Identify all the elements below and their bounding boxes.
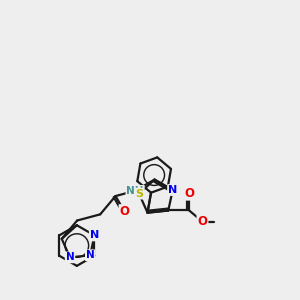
Text: N: N bbox=[66, 252, 74, 262]
Text: NH: NH bbox=[126, 186, 144, 196]
Text: N: N bbox=[168, 185, 177, 195]
Text: O: O bbox=[119, 205, 130, 218]
Text: O: O bbox=[184, 187, 194, 200]
Text: N: N bbox=[90, 230, 99, 240]
Text: O: O bbox=[197, 215, 208, 228]
Text: S: S bbox=[135, 189, 143, 199]
Text: N: N bbox=[86, 250, 94, 260]
